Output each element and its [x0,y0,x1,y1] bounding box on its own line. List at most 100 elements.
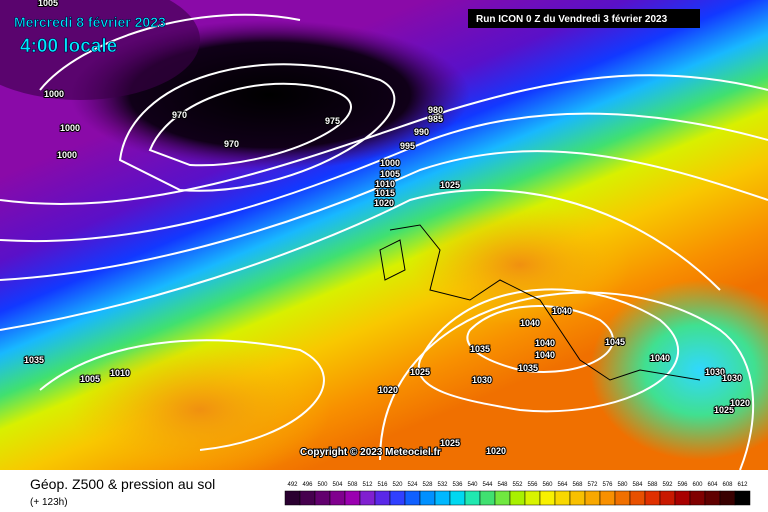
colorbar-label: 508 [347,482,358,488]
colorbar-label: 556 [527,482,538,488]
colorbar-cell [464,490,481,506]
colorbar-cell [509,490,526,506]
colorbar-label: 576 [602,482,613,488]
isobar-label: 1000 [60,123,80,133]
copyright: Copyright © 2023 Meteociel.fr [300,447,441,458]
colorbar-label: 548 [497,482,508,488]
colorbar-cell [419,490,436,506]
colorbar-label: 524 [407,482,418,488]
isobar-label: 1040 [650,353,670,363]
isobar [0,150,768,281]
isobar-label: 975 [325,116,340,126]
isobar-label: 1025 [440,180,460,190]
colorbar-cell [584,490,601,506]
colorbar-cell [434,490,451,506]
isobar-label: 1040 [552,306,572,316]
isobar-label: 970 [172,110,187,120]
isobar-label: 1030 [722,373,742,383]
cold-field [590,280,768,460]
isobar [379,291,755,471]
isobar-label: 1030 [705,367,725,377]
colorbar-label: 580 [617,482,628,488]
colorbar-label: 532 [437,482,448,488]
colorbar-cell [599,490,616,506]
colorbar-cell [299,490,316,506]
run-info: Run ICON 0 Z du Vendredi 3 février 2023 [476,14,668,25]
isobar-label: 1000 [380,158,400,168]
colorbar-cell [719,490,736,506]
colorbar-cell [659,490,676,506]
isobar-label: 995 [400,141,415,151]
isobar-label: 1020 [730,398,750,408]
colorbar-cell [374,490,391,506]
colorbar-cell [329,490,346,506]
warm-field [410,205,630,325]
isobar-label: 1005 [380,169,400,179]
colorbar-cell [614,490,631,506]
isobar-label: 1020 [486,446,506,456]
low-field [0,0,200,100]
isobar-label: 1035 [518,363,538,373]
colorbar-cell [389,490,406,506]
colorbar-cell [404,490,421,506]
isobar-label: 1025 [714,405,734,415]
run-box [468,9,700,28]
isobar [148,82,352,167]
isobar-label: 1040 [535,338,555,348]
isobar-label: 1010 [110,368,130,378]
isobar-label: 1025 [440,438,460,448]
colorbar-cell [554,490,571,506]
colorbar-cell [644,490,661,506]
isobar-label: 1020 [378,385,398,395]
isobar-label: 985 [428,114,443,124]
colorbar-label: 560 [542,482,553,488]
footer-title: Géop. Z500 & pression au sol [30,476,215,492]
isobar-label: 990 [414,127,429,137]
colorbar-label: 496 [302,482,313,488]
isobar-label: 1035 [24,355,44,365]
isobar [39,13,301,91]
isobar [39,339,325,451]
map-area [0,0,768,480]
isobar [466,305,614,373]
isobar-label: 1000 [57,150,77,160]
isobar-label: 1010 [375,179,395,189]
colorbar-label: 592 [662,482,673,488]
colorbar-label: 600 [692,482,703,488]
isobar-label: 1005 [80,374,100,384]
forecast-date: Mercredi 8 février 2023 [14,14,166,30]
colorbar-label: 564 [557,482,568,488]
colorbar-label: 608 [722,482,733,488]
colorbar-cell [359,490,376,506]
colorbar-label: 528 [422,482,433,488]
colorbar-cell [494,490,511,506]
footer-lead: (+ 123h) [30,497,68,508]
colorbar-label: 612 [737,482,748,488]
colorbar-label: 512 [362,482,373,488]
colorbar-label: 544 [482,482,493,488]
colorbar-cell [689,490,706,506]
colorbar-cell [629,490,646,506]
isobar-label: 1015 [375,188,395,198]
isobar-label: 1040 [535,350,555,360]
colorbar-label: 516 [377,482,388,488]
colorbar-cell [284,490,301,506]
colorbar-cell [524,490,541,506]
colorbar-cell [314,490,331,506]
isobar-label: 1020 [374,198,394,208]
isobar-label: 1000 [44,89,64,99]
colorbar-label: 584 [632,482,643,488]
isobar-label: 1035 [470,344,490,354]
isobar [118,63,396,192]
colorbar: 492 496 500 504 508 512 516 520 524 528 532 536 540 5… [284,482,751,506]
colorbar-label: 568 [572,482,583,488]
isobar-labels: 1005100010001000970970975980985990995100… [23,0,751,457]
colorbar-cell [674,490,691,506]
colorbar-cell [704,490,721,506]
colorbar-label: 540 [467,482,478,488]
isobar-label: 1030 [472,375,492,385]
isobar [0,112,768,243]
colorbar-label: 520 [392,482,403,488]
colorbar-label: 504 [332,482,343,488]
